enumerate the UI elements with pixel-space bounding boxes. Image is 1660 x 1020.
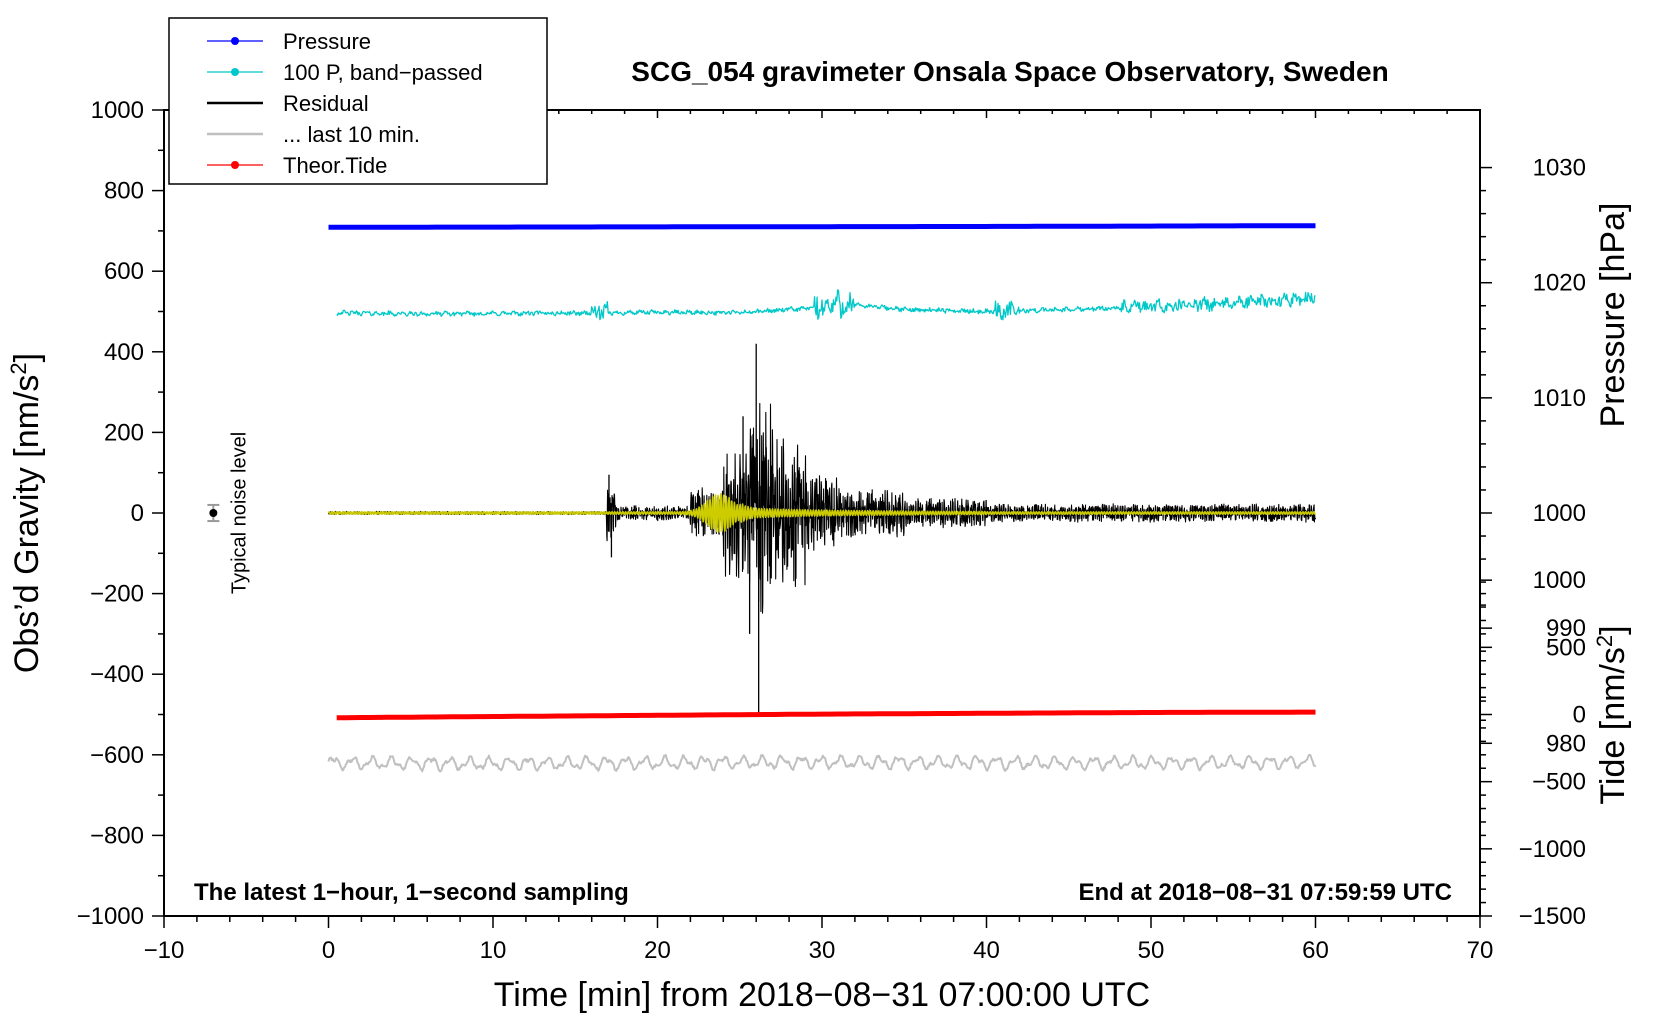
pressure-tick-label: 980 [1546,730,1586,757]
y-axis-title: Obs’d Gravity [nm/s2] [6,353,46,673]
series-layer [327,223,1317,773]
x-tick-label: 70 [1467,937,1494,964]
y-tick-label: 200 [104,419,144,446]
annotation-bottom-left: The latest 1−hour, 1−second sampling [194,879,629,906]
pressure-axis-title: Pressure [hPa] [1594,203,1632,428]
pressure-tick-label: 1030 [1533,155,1586,182]
pressure-tick-label: 990 [1546,615,1586,642]
legend-box [168,17,548,185]
y-tick-label: 400 [104,339,144,366]
legend-dot [231,37,239,45]
noise-marker: Typical noise level [207,432,250,594]
x-axis-title: Time [min] from 2018−08−31 07:00:00 UTC [494,976,1150,1014]
noise-label: Typical noise level [228,432,250,594]
noise-dot [209,509,218,517]
pressure-tick-label: 1010 [1533,385,1586,412]
tide-tick-label: 500 [1546,634,1586,661]
chart-title: SCG_054 gravimeter Onsala Space Observat… [631,56,1388,87]
annotation-bottom-right: End at 2018−08−31 07:59:59 UTC [1078,879,1452,906]
y-tick-label: 1000 [91,97,144,124]
legend-label: Residual [283,91,369,116]
x-tick-label: 10 [480,937,507,964]
y-tick-label: 0 [131,500,144,527]
pressure-tick-label: 1020 [1533,270,1586,297]
legend-label: Pressure [283,29,371,54]
legend-label: Theor.Tide [283,153,387,178]
legend-label: ... last 10 min. [283,122,420,147]
x-tick-label: 30 [809,937,836,964]
tide-tick-label: 1000 [1533,567,1586,594]
series-band-passed-pressure [336,289,1316,321]
x-tick-label: 0 [322,937,335,964]
pressure-tick-label: 1000 [1533,500,1586,527]
legend-label: 100 P, band−passed [283,60,483,85]
y-axis-title-end: ] [8,353,46,362]
y-tick-label: −600 [90,742,144,769]
tide-axis-title-end: ] [1594,625,1632,634]
x-tick-label: 50 [1138,937,1165,964]
legend-dot [231,161,239,169]
y-tick-label: 600 [104,258,144,285]
series-last-10-min [327,753,1317,773]
tide-tick-label: −500 [1532,769,1586,796]
y-tick-label: −1000 [77,903,144,930]
tide-axis-title: Tide [nm/s2] [1592,625,1632,804]
y-tick-label: −200 [90,581,144,608]
y-tick-label: −800 [90,822,144,849]
y-axis-title-sup: 2 [6,362,31,374]
y-tick-label: 800 [104,178,144,205]
legend-dot [231,68,239,76]
x-tick-label: −10 [144,937,185,964]
tide-tick-label: −1500 [1519,903,1586,930]
tide-axis-title-sup: 2 [1592,635,1617,647]
x-tick-label: 40 [973,937,1000,964]
x-tick-label: 20 [644,937,671,964]
tide-axis-title-main: Tide [nm/s [1594,647,1632,804]
tide-tick-label: −1000 [1519,836,1586,863]
axes-layer: −10 0 10 20 30 40 50 60 70−1000−800−600−400−2000… [77,97,1586,964]
y-axis-title-main: Obs’d Gravity [nm/s [8,375,46,674]
y-tick-label: −400 [90,661,144,688]
tide-tick-label: 0 [1573,702,1586,729]
series-band-passed-gravity [327,492,1316,533]
series-theor-tide [336,709,1316,721]
x-tick-label: 60 [1302,937,1329,964]
series-pressure [328,223,1316,230]
legend: Pressure 100 P, band−passed Residual ... la… [168,17,548,185]
legend-entries: Pressure 100 P, band−passed Residual ... la… [207,29,483,178]
